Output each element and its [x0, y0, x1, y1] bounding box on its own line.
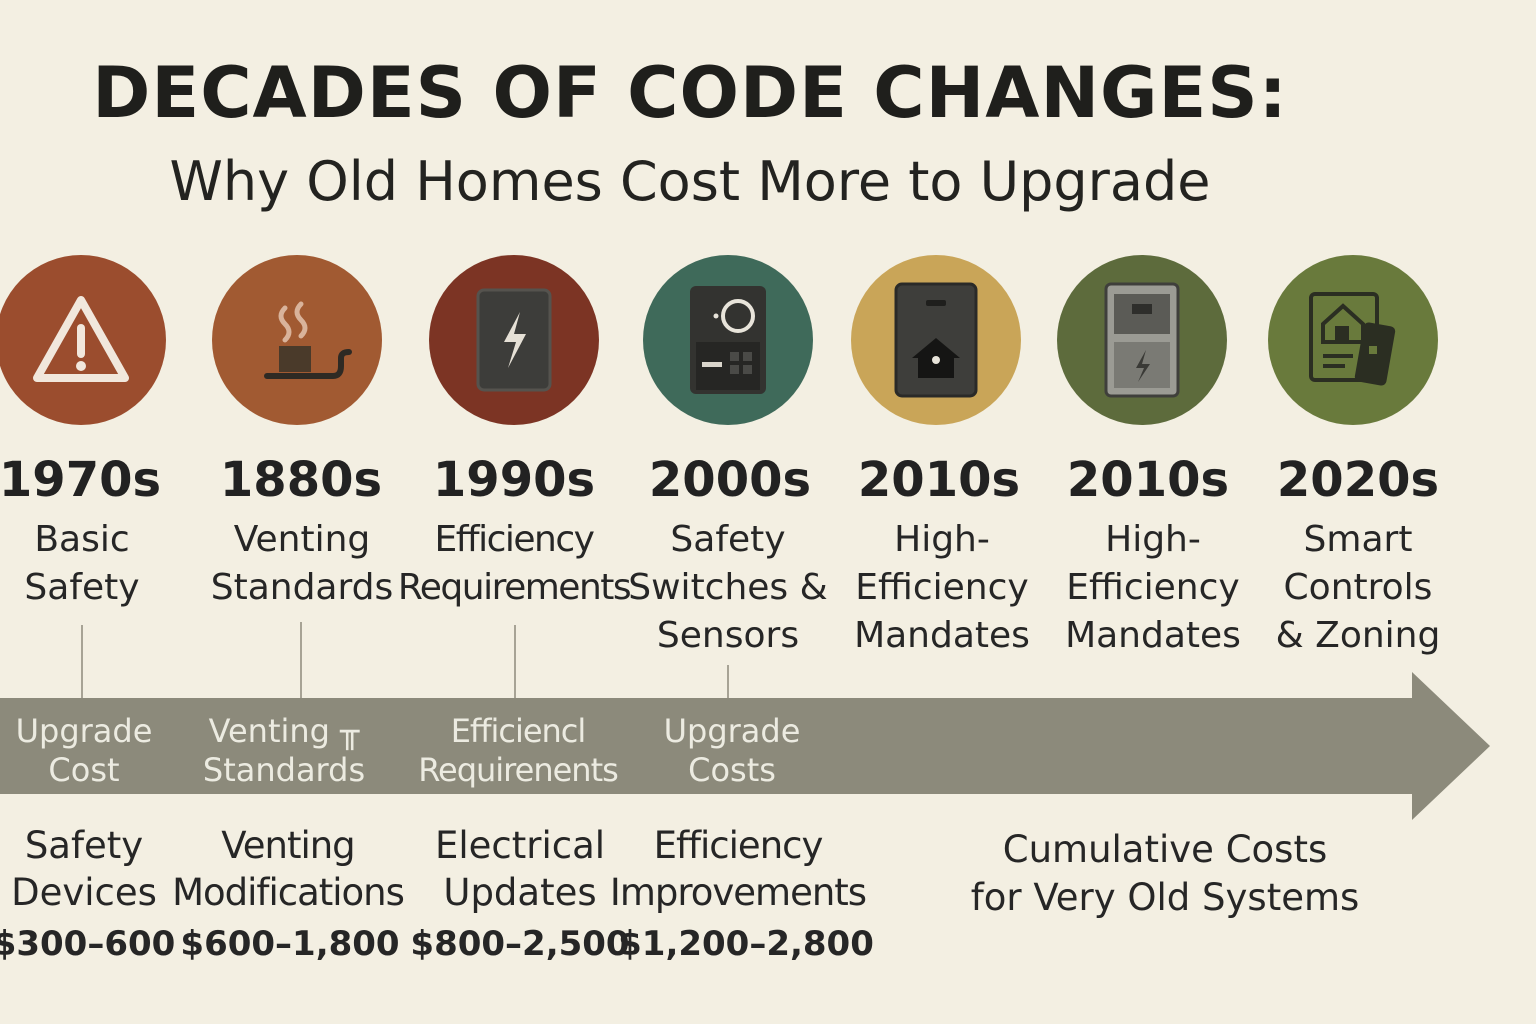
circle-1990s — [429, 255, 599, 425]
cumulative-costs-summary: Cumulative Costs for Very Old Systems — [970, 828, 1360, 919]
cost-label: Electrical Updates — [434, 824, 606, 914]
decade-label: Efficiency Requirements — [397, 519, 632, 608]
cost-price: $1,200–2,800 — [618, 924, 874, 964]
connector-line — [300, 622, 302, 698]
circle-1880s — [212, 255, 382, 425]
cost-price: $300–600 — [0, 924, 176, 964]
smart-home-panel-icon — [894, 282, 978, 398]
circle-1970s — [0, 255, 166, 425]
decade-year: 2010s — [857, 452, 1021, 508]
connector-line — [727, 665, 729, 698]
furnace-vent-icon — [264, 301, 352, 379]
cost-price: $600–1,800 — [180, 924, 400, 964]
cost-label: Venting Modifications — [172, 824, 405, 914]
electrical-panel-icon — [476, 288, 552, 392]
decade-label: High- Efficiency Mandates — [854, 519, 1030, 656]
cost-label: Safety Devices — [11, 824, 157, 914]
smart-phone-control-icon — [1309, 292, 1396, 386]
warning-icon — [33, 296, 129, 382]
band-label: Efficiencl Requirenents — [418, 712, 619, 789]
decade-year: 2020s — [1276, 452, 1440, 508]
circle-2020s — [1268, 255, 1438, 425]
decade-year: 1880s — [219, 452, 383, 508]
decade-year: 2000s — [648, 452, 812, 508]
band-label: Venting ╥ Standards — [202, 712, 366, 789]
cost-price: $800–2,500 — [410, 924, 630, 964]
band-label: Upgrade Cost — [15, 712, 153, 789]
connector-line — [514, 625, 516, 698]
decade-label: Safety Switches & Sensors — [628, 519, 828, 656]
cost-label: Efficiency Improvements — [609, 824, 867, 914]
decade-year: 1990s — [432, 452, 596, 508]
decade-label: Smart Controls & Zoning — [1275, 519, 1441, 656]
decade-label: Basic Safety — [24, 519, 140, 608]
page-subtitle: Why Old Homes Cost More to Upgrade — [169, 150, 1211, 213]
decade-year: 1970s — [0, 452, 162, 508]
thermostat-sensor-icon — [690, 286, 766, 394]
high-efficiency-unit-icon — [1104, 282, 1180, 398]
decade-year: 2010s — [1066, 452, 1230, 508]
connector-line — [81, 625, 83, 698]
decade-label: Venting Standards — [210, 519, 394, 608]
circle-2010s-a — [851, 255, 1021, 425]
band-label: Upgrade Costs — [663, 712, 801, 789]
circle-2000s — [643, 255, 813, 425]
decade-label: High- Efficiency Mandates — [1065, 519, 1241, 656]
page-title: DECADES OF CODE CHANGES: — [92, 52, 1288, 134]
timeline-arrow — [0, 672, 1490, 820]
circle-2010s-b — [1057, 255, 1227, 425]
